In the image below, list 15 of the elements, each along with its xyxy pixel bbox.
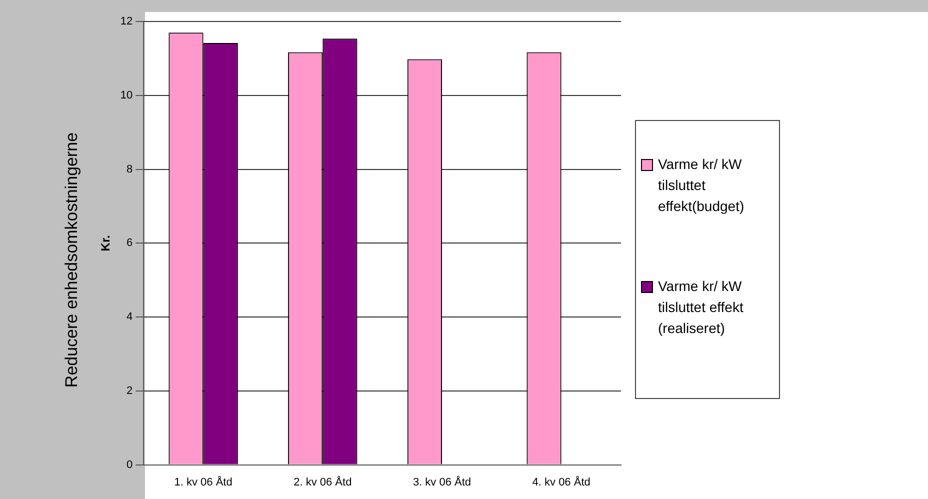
text: Reducere enhedsomkostningerne [62,132,82,388]
y-tick-label: 2 [126,384,133,397]
y-tick-label: 0 [126,458,133,471]
y-axis-title: Kr. [98,235,113,252]
x-tick-label: 1. kv 06 Åtd [174,475,232,488]
x-tick-label: 2. kv 06 Åtd [294,475,352,488]
legend-label: Varme kr/ kW tilsluttet effekt (realiseret) [658,276,744,338]
y-tick-label: 4 [126,311,133,324]
y-tick-label: 6 [126,237,133,250]
legend-label: Varme kr/ kW tilsluttet effekt(budget) [658,155,746,216]
y-tick-label: 8 [126,163,133,176]
x-tick-label: 3. kv 06 Åtd [412,475,472,488]
x-tick-label: 4. kv 06 Åtd [532,475,590,488]
y-tick-label: 12 [120,16,133,28]
y-tick-label: 10 [120,90,133,102]
